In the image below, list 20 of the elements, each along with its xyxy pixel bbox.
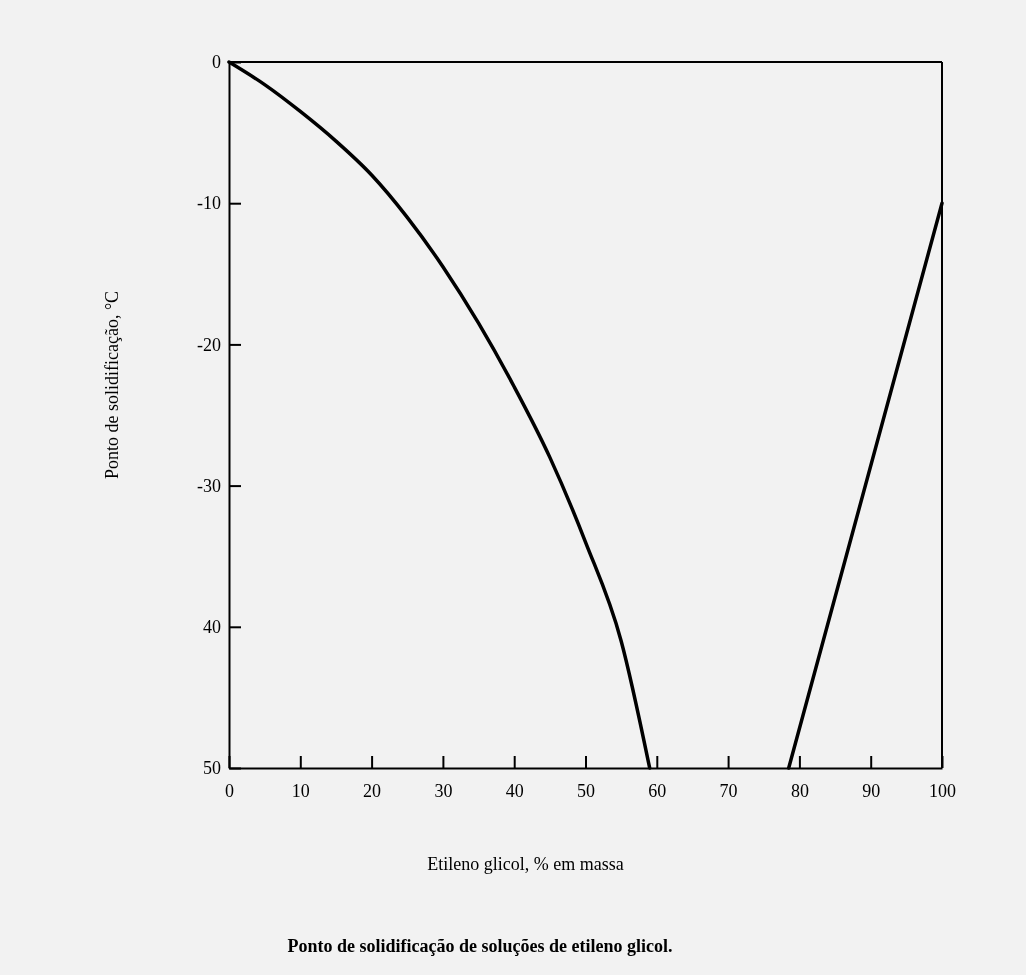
text: Ponto de solidificação de soluções de etileno glicol. xyxy=(287,936,673,956)
x-tick-label: 40 xyxy=(505,780,524,801)
y-tick-label: -30 xyxy=(197,475,221,496)
y-tick-label: 0 xyxy=(212,52,221,73)
y-tick-label: 50 xyxy=(203,758,221,779)
x-tick-label: 30 xyxy=(434,780,453,801)
x-tick-label: 0 xyxy=(225,780,234,801)
y-tick-label: -20 xyxy=(197,334,221,355)
x-tick-label: 50 xyxy=(577,780,595,801)
y-tick-label: -10 xyxy=(197,193,221,214)
y-tick-label: 40 xyxy=(203,617,221,638)
x-tick-label: 90 xyxy=(862,780,881,801)
x-axis-title: Etileno glicol, % em massa xyxy=(427,854,624,874)
x-tick-label: 80 xyxy=(790,780,809,801)
y-axis-title: Ponto de solidificação, °C xyxy=(102,290,122,480)
x-tick-label: 100 xyxy=(929,780,956,801)
x-tick-label: 20 xyxy=(363,780,382,801)
x-tick-label: 10 xyxy=(291,780,310,801)
x-tick-label: 70 xyxy=(719,780,738,801)
x-tick-label: 60 xyxy=(648,780,667,801)
